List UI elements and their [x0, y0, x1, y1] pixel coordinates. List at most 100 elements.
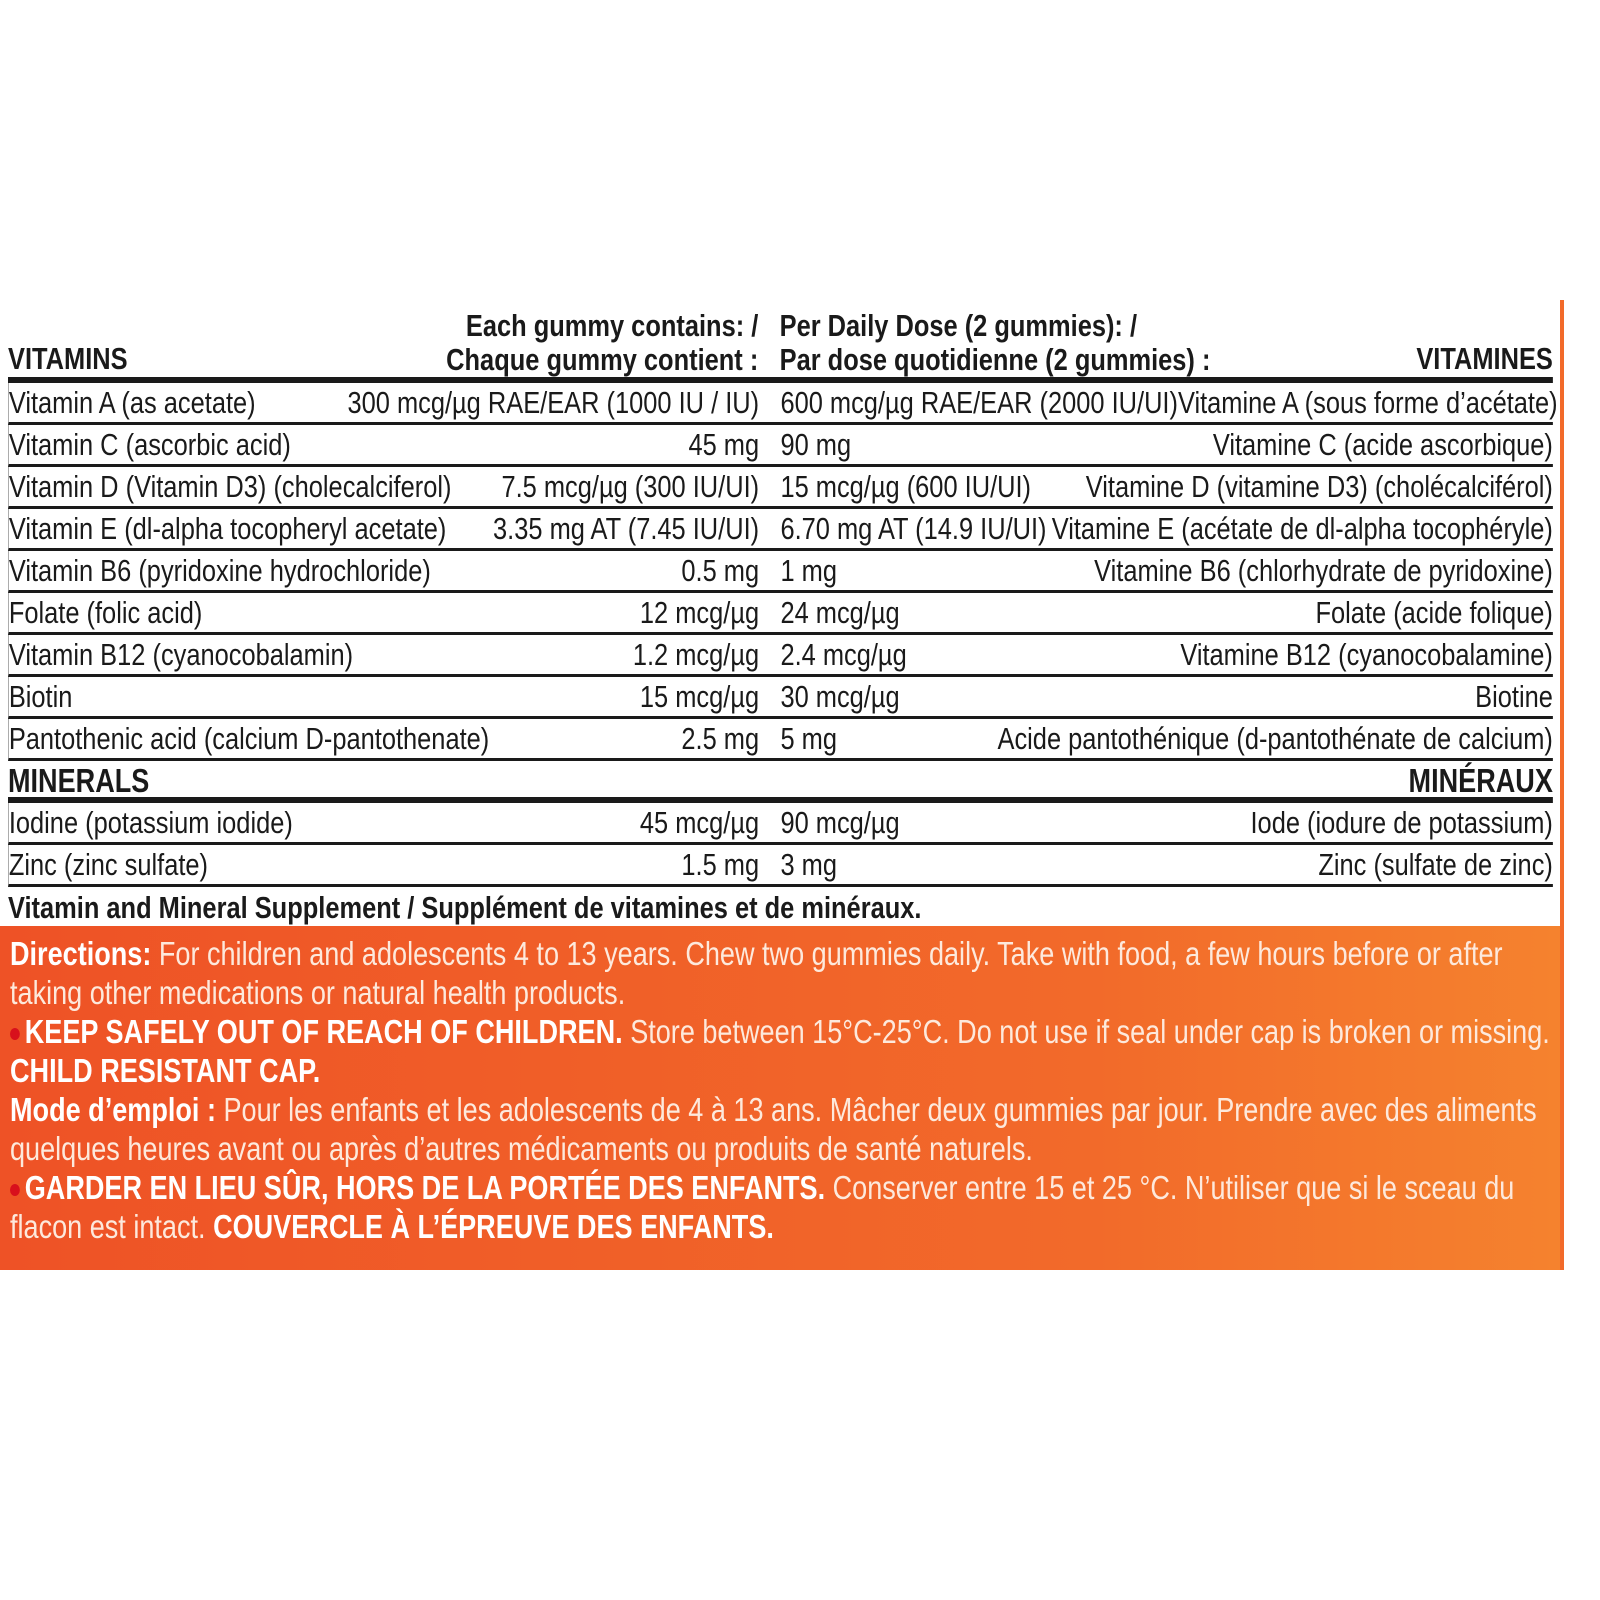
header-vitamines: VITAMINES [1416, 341, 1553, 376]
supplement-table: VITAMINS Each gummy contains: / Chaque g… [8, 305, 1558, 927]
daily-dose-amount: 30 mcg/µg [780, 679, 900, 714]
row-right: 15 mcg/µg (600 IU/UI) Vitamine D (vitamin… [779, 467, 1553, 506]
per-gummy-amount: 45 mg [688, 427, 760, 462]
header-line: Each gummy contains: / [465, 308, 759, 343]
nutrient-name-fr: Vitamine A (sous forme d’acétate) [1177, 385, 1558, 420]
row-left: Vitamin B6 (pyridoxine hydrochloride) 0.5… [9, 551, 779, 590]
per-gummy-amount: 1.5 mg [681, 847, 760, 882]
header-right: Per Daily Dose (2 gummies): / Par dose q… [778, 305, 1553, 377]
bullet [10, 1028, 20, 1041]
mineral-rows: Iodine (potassium iodide) 45 mcg/µg 90 mcg… [8, 803, 1553, 887]
daily-dose-amount: 90 mg [780, 427, 852, 462]
nutrient-name-fr: Vitamine D (vitamine D3) (cholécalciféro… [1085, 469, 1553, 504]
row-left: Folate (folic acid) 12 mcg/µg [9, 593, 779, 632]
daily-dose-amount: 6.70 mg AT (14.9 IU/UI) [780, 511, 1047, 546]
orange-edge [1560, 300, 1564, 1270]
minerals-en: MINERALS [8, 762, 150, 799]
header-line: Chaque gummy contient : [446, 342, 759, 377]
daily-dose-amount: 5 mg [780, 721, 837, 756]
nutrient-name-fr: Iode (iodure de potassium) [1250, 805, 1553, 840]
nutrient-name: Iodine (potassium iodide) [8, 805, 293, 840]
warning: GARDER EN LIEU SÛR, HORS DE LA PORTÉE DE… [24, 1169, 826, 1206]
row-right: 2.4 mcg/µg Vitamine B12 (cyanocobalamine) [779, 635, 1553, 674]
per-gummy-amount: 3.35 mg AT (7.45 IU/UI) [493, 511, 760, 546]
nutrient-name: Zinc (zinc sulfate) [8, 847, 209, 882]
row-left: Vitamin B12 (cyanocobalamin) 1.2 mcg/µg [9, 635, 779, 674]
daily-dose-amount: 90 mcg/µg [780, 805, 900, 840]
warning-fr: GARDER EN LIEU SÛR, HORS DE LA PORTÉE DE… [10, 1168, 1552, 1246]
row-right: 5 mg Acide pantothénique (d-pantothénate … [779, 719, 1553, 758]
header-line: Per Daily Dose (2 gummies): / [779, 308, 1138, 343]
per-gummy-amount: 300 mcg/µg RAE/EAR (1000 IU / IU) [347, 385, 760, 420]
row-right: 90 mg Vitamine C (acide ascorbique) [779, 425, 1553, 464]
nutrient-name: Folate (folic acid) [8, 595, 203, 630]
nutrient-name-fr: Vitamine E (acétate de dl-alpha tocophér… [1051, 511, 1553, 546]
row-right: 6.70 mg AT (14.9 IU/UI) Vitamine E (acéta… [779, 509, 1553, 548]
text: Store between 15°C-25°C. Do not use if s… [630, 1013, 1550, 1050]
nutrient-row: Zinc (zinc sulfate) 1.5 mg 3 mg Zinc (sulfa… [8, 845, 1553, 887]
nutrient-name: Vitamin B12 (cyanocobalamin) [8, 637, 354, 672]
nutrient-name: Vitamin E (dl-alpha tocopheryl acetate) [8, 511, 447, 546]
nutrient-row: Vitamin B12 (cyanocobalamin) 1.2 mcg/µg 2.… [8, 635, 1553, 677]
per-gummy-header: Each gummy contains: / Chaque gummy cont… [446, 309, 758, 377]
nutrient-row: Pantothenic acid (calcium D-pantothenate… [8, 719, 1553, 761]
nutrient-name: Vitamin B6 (pyridoxine hydrochloride) [8, 553, 431, 588]
nutrient-name-fr: Acide pantothénique (d-pantothénate de c… [997, 721, 1553, 756]
nutrient-row: Vitamin C (ascorbic acid) 45 mg 90 mg Vitam… [8, 425, 1553, 467]
text: For children and adolescents 4 to 13 yea… [10, 935, 1503, 1011]
per-gummy-amount: 7.5 mcg/µg (300 IU/UI) [501, 469, 760, 504]
row-left: Zinc (zinc sulfate) 1.5 mg [9, 845, 779, 884]
row-left: Pantothenic acid (calcium D-pantothenate… [9, 719, 779, 758]
nutrient-row: Iodine (potassium iodide) 45 mcg/µg 90 mcg… [8, 803, 1553, 845]
table-footer: Vitamin and Mineral Supplement / Supplém… [8, 890, 922, 925]
header-left: VITAMINS Each gummy contains: / Chaque g… [8, 305, 778, 377]
per-gummy-amount: 2.5 mg [681, 721, 760, 756]
row-right: 24 mcg/µg Folate (acide folique) [779, 593, 1552, 632]
text: Pour les enfants et les adolescents de 4… [10, 1091, 1537, 1167]
nutrient-name: Vitamin C (ascorbic acid) [8, 427, 291, 462]
nutrient-row: Vitamin E (dl-alpha tocopheryl acetate) 3… [8, 509, 1553, 551]
per-gummy-amount: 15 mcg/µg [639, 679, 760, 714]
warning: COUVERCLE À L’ÉPREUVE DES ENFANTS. [213, 1208, 774, 1245]
daily-dose-header: Per Daily Dose (2 gummies): / Par dose q… [780, 309, 1211, 377]
row-left: Vitamin C (ascorbic acid) 45 mg [9, 425, 779, 464]
nutrient-name: Vitamin D (Vitamin D3) (cholecalciferol) [8, 469, 452, 504]
header-line: Par dose quotidienne (2 gummies) : [779, 342, 1211, 377]
nutrient-row: Vitamin D (Vitamin D3) (cholecalciferol)… [8, 467, 1553, 509]
table-header: VITAMINS Each gummy contains: / Chaque g… [8, 305, 1553, 383]
row-left: Vitamin D (Vitamin D3) (cholecalciferol)… [9, 467, 779, 506]
row-right: 600 mcg/µg RAE/EAR (2000 IU/UI) Vitamine … [779, 383, 1558, 422]
row-left: Biotin 15 mcg/µg [9, 677, 779, 716]
nutrient-name-fr: Vitamine B12 (cyanocobalamine) [1180, 637, 1553, 672]
daily-dose-amount: 600 mcg/µg RAE/EAR (2000 IU/UI) [780, 385, 1178, 420]
minerals-header: MINERALS MINÉRAUX [8, 761, 1553, 803]
warning: KEEP SAFELY OUT OF REACH OF CHILDREN. [24, 1013, 623, 1050]
label: Directions: [10, 935, 152, 972]
per-gummy-amount: 1.2 mcg/µg [632, 637, 760, 672]
daily-dose-amount: 2.4 mcg/µg [780, 637, 907, 672]
daily-dose-amount: 15 mcg/µg (600 IU/UI) [780, 469, 1032, 504]
directions-panel [0, 926, 1560, 1270]
daily-dose-amount: 1 mg [780, 553, 837, 588]
nutrient-name-fr: Vitamine B6 (chlorhydrate de pyridoxine) [1094, 553, 1553, 588]
nutrient-row: Vitamin B6 (pyridoxine hydrochloride) 0.5… [8, 551, 1553, 593]
per-gummy-amount: 0.5 mg [681, 553, 760, 588]
directions-en: Directions: For children and adolescents… [10, 934, 1552, 1012]
label: Mode d’emploi : [10, 1091, 216, 1128]
nutrient-name: Pantothenic acid (calcium D-pantothenate… [8, 721, 490, 756]
header-vitamins: VITAMINS [8, 341, 128, 376]
directions: Directions: For children and adolescents… [10, 934, 1552, 1246]
vitamin-rows: Vitamin A (as acetate) 300 mcg/µg RAE/EAR… [8, 383, 1558, 761]
row-right: 1 mg Vitamine B6 (chlorhydrate de pyridox… [779, 551, 1553, 590]
nutrient-name-fr: Vitamine C (acide ascorbique) [1212, 427, 1553, 462]
row-right: 90 mcg/µg Iode (iodure de potassium) [779, 803, 1553, 842]
warning-en: KEEP SAFELY OUT OF REACH OF CHILDREN. St… [10, 1012, 1552, 1090]
row-left: Iodine (potassium iodide) 45 mcg/µg [9, 803, 779, 842]
nutrient-name-fr: Biotine [1475, 679, 1553, 714]
row-right: 3 mg Zinc (sulfate de zinc) [779, 845, 1552, 884]
directions-fr: Mode d’emploi : Pour les enfants et les … [10, 1090, 1552, 1168]
per-gummy-amount: 45 mcg/µg [639, 805, 760, 840]
nutrient-row: Biotin 15 mcg/µg 30 mcg/µg Biotine [8, 677, 1553, 719]
row-right: 30 mcg/µg Biotine [779, 677, 1553, 716]
